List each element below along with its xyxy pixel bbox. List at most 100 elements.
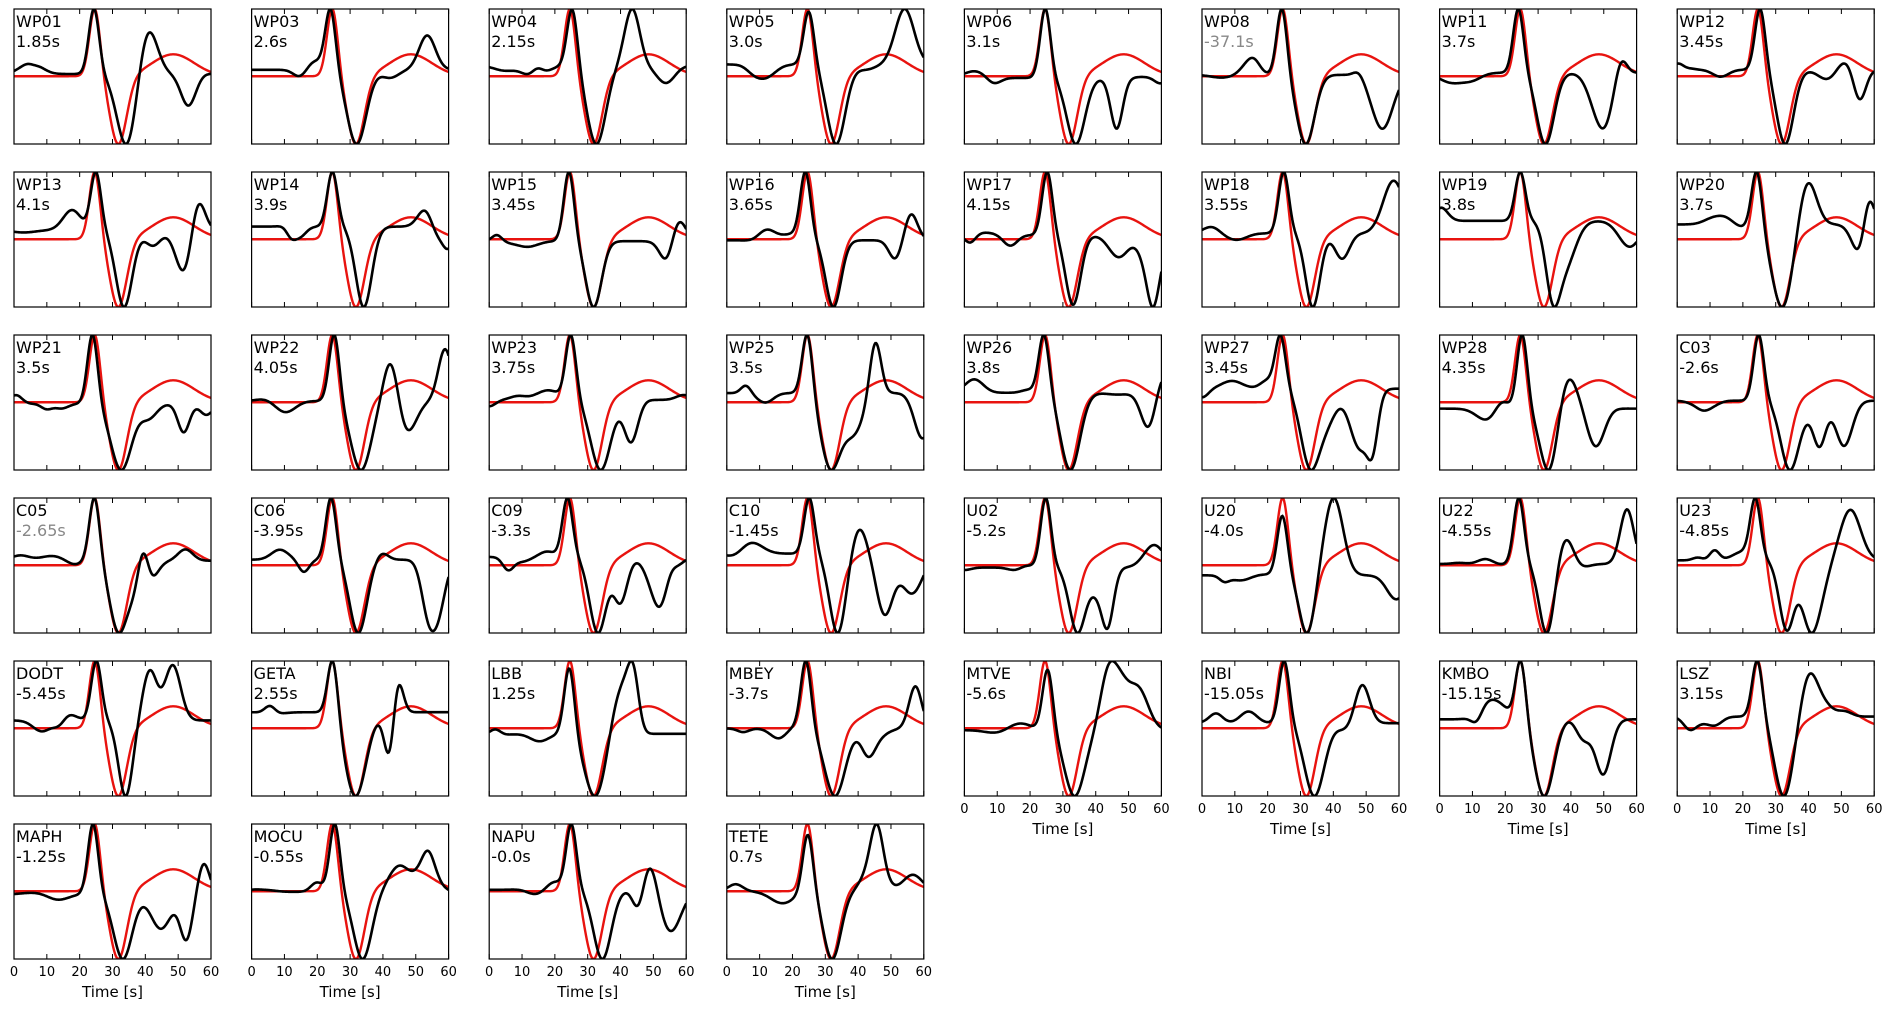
synthetic-trace [489,9,687,144]
x-tick-label: 40 [375,965,392,980]
station-label: C03 [1679,338,1711,357]
x-tick-label: 40 [1800,802,1817,817]
synthetic-trace [726,498,924,633]
time-shift-label: -1.25s [16,847,66,866]
x-tick-label: 50 [1833,802,1850,817]
station-label: WP14 [254,175,300,194]
station-label: C06 [254,501,286,520]
x-axis-title: Time [s] [556,983,618,1001]
observed-trace [251,9,449,144]
time-shift-label: -15.05s [1204,684,1264,703]
x-tick-label: 40 [137,965,154,980]
station-label: MAPH [16,827,62,846]
x-tick-label: 60 [1153,802,1170,817]
trace-layer [251,824,449,959]
station-label: NAPU [491,827,535,846]
observed-trace [726,335,924,470]
time-shift-label: 3.75s [491,358,535,377]
x-tick-label: 30 [1055,802,1072,817]
trace-layer [1202,9,1399,144]
observed-trace [726,9,924,144]
station-label: U23 [1679,501,1711,520]
station-label: WP11 [1442,12,1488,31]
time-shift-label: 3.5s [16,358,50,377]
time-shift-label: -0.55s [254,847,304,866]
time-shift-label: 3.55s [1204,195,1248,214]
waveform-panel-kmbo: KMBO-15.15s 0 10 20 30 40 50 60 Time [s] [1435,660,1645,838]
synthetic-trace [964,9,1162,144]
x-axis-title: Time [s] [1744,820,1806,838]
station-label: WP25 [729,338,775,357]
x-tick-label: 20 [1259,802,1276,817]
x-axis-title: Time [s] [81,983,143,1001]
x-tick-label: 10 [276,965,293,980]
observed-trace [726,661,924,796]
synthetic-trace [1677,335,1875,470]
observed-trace [489,9,687,144]
observed-trace [1202,9,1399,144]
observed-trace [1439,172,1637,307]
station-label: WP03 [254,12,300,31]
x-tick-label: 0 [1435,802,1443,817]
trace-layer [964,661,1162,796]
observed-trace [14,824,211,959]
x-tick-label: 10 [514,965,531,980]
trace-layer [251,661,449,796]
x-tick-label: 0 [723,965,731,980]
time-shift-label: 3.8s [1442,195,1476,214]
x-tick-label: 0 [485,965,493,980]
station-label: WP26 [966,338,1012,357]
waveform-panel-wp08: WP08-37.1s [1201,8,1400,145]
trace-layer [964,498,1162,633]
trace-layer [14,824,211,959]
observed-trace [1677,661,1875,796]
trace-layer [14,9,211,144]
x-tick-label: 10 [1464,802,1481,817]
observed-trace [1439,335,1637,470]
station-label: NBI [1204,664,1232,683]
time-shift-label: 4.05s [254,358,298,377]
station-label: WP23 [491,338,537,357]
time-shift-label: 3.0s [729,32,763,51]
synthetic-trace [1677,661,1875,796]
trace-layer [1439,172,1637,307]
synthetic-trace [14,9,211,144]
observed-trace [489,498,687,633]
synthetic-trace [726,172,924,307]
observed-trace [489,824,687,959]
time-shift-label: -4.0s [1204,521,1244,540]
x-tick-label: 30 [104,965,121,980]
synthetic-trace [1202,335,1399,470]
trace-layer [14,498,211,633]
trace-layer [1439,335,1637,470]
trace-layer [14,335,211,470]
time-shift-label: 3.7s [1679,195,1713,214]
trace-layer [489,9,687,144]
time-shift-label: 4.35s [1442,358,1486,377]
observed-trace [1439,661,1637,796]
time-shift-label: -5.45s [16,684,66,703]
x-tick-label: 50 [170,965,187,980]
station-label: WP20 [1679,175,1725,194]
x-tick-label: 40 [1325,802,1342,817]
x-tick-label: 30 [1767,802,1784,817]
waveform-panel-dodt: DODT-5.45s [13,660,212,797]
time-shift-label: -5.2s [966,521,1006,540]
x-tick-label: 40 [612,965,629,980]
time-shift-label: 2.15s [491,32,535,51]
time-shift-label: 3.8s [966,358,1000,377]
x-tick-label: 10 [1702,802,1719,817]
time-shift-label: -3.3s [491,521,531,540]
trace-layer [1202,498,1399,633]
x-tick-label: 0 [10,965,18,980]
time-shift-label: -15.15s [1442,684,1502,703]
x-axis-title: Time [s] [1031,820,1093,838]
